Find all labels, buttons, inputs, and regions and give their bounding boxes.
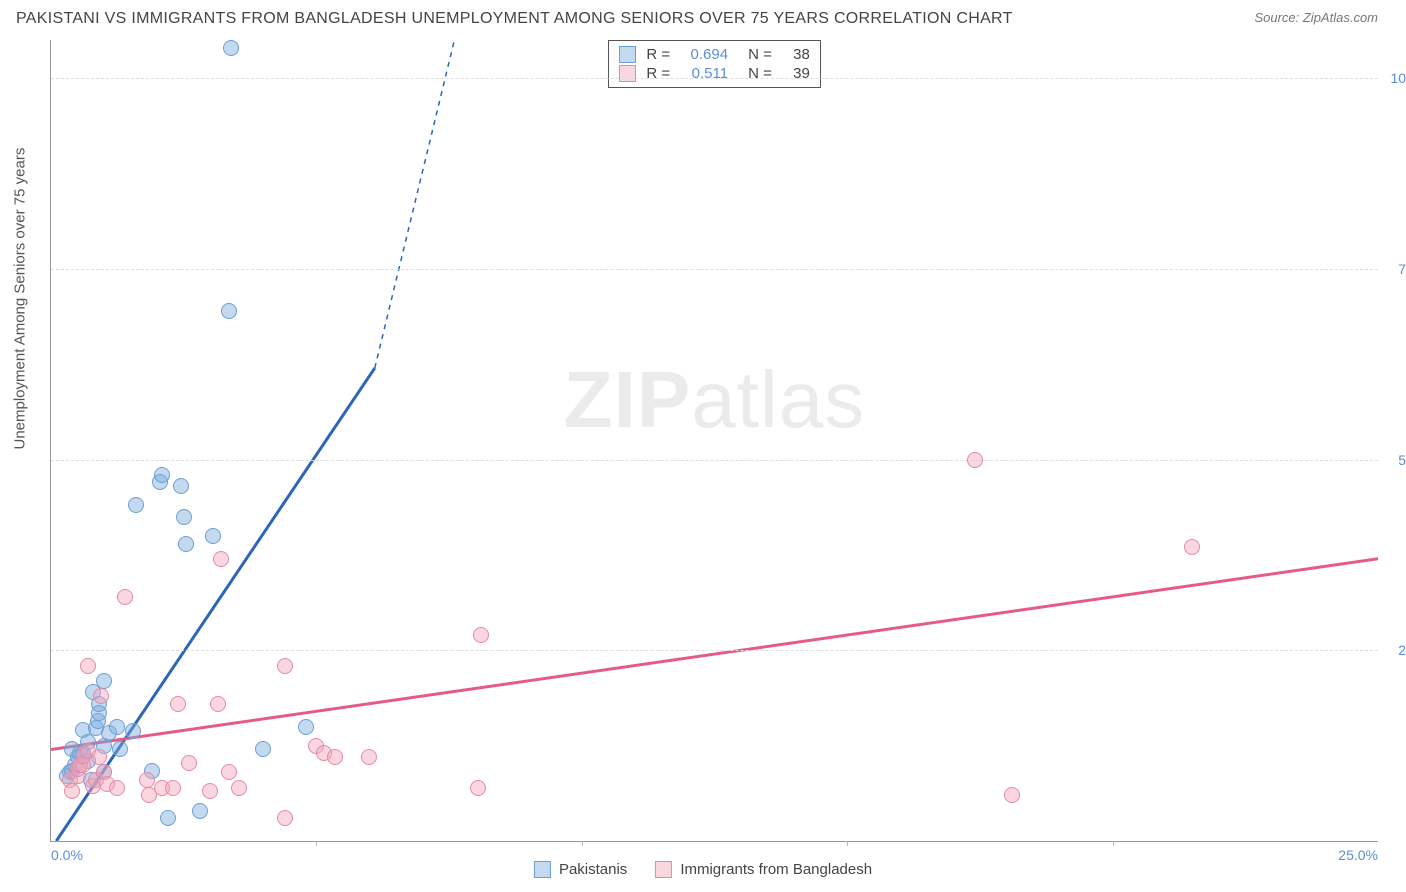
chart-container: Unemployment Among Seniors over 75 years…	[50, 40, 1378, 842]
data-point	[109, 780, 125, 796]
data-point	[470, 780, 486, 796]
data-point	[176, 509, 192, 525]
data-point	[361, 749, 377, 765]
x-tick-mark	[1113, 841, 1114, 846]
data-point	[213, 551, 229, 567]
watermark-zip: ZIP	[564, 355, 691, 444]
source-attribution: Source: ZipAtlas.com	[1254, 10, 1378, 25]
data-point	[192, 803, 208, 819]
trend-lines-svg	[51, 40, 1378, 841]
x-tick-mark	[582, 841, 583, 846]
plot-area: ZIPatlas R =0.694N =38R =0.511N =39 25.0…	[50, 40, 1378, 842]
stats-n-label: N =	[748, 65, 772, 82]
data-point	[139, 772, 155, 788]
data-point	[165, 780, 181, 796]
stats-r-value: 0.511	[680, 65, 728, 82]
data-point	[181, 755, 197, 771]
chart-header: PAKISTANI VS IMMIGRANTS FROM BANGLADESH …	[0, 0, 1406, 34]
data-point	[298, 719, 314, 735]
bottom-legend: Pakistanis Immigrants from Bangladesh	[534, 861, 872, 878]
legend-swatch-bangladesh	[655, 861, 672, 878]
y-tick-label: 50.0%	[1398, 452, 1406, 468]
watermark: ZIPatlas	[564, 354, 865, 446]
data-point	[473, 627, 489, 643]
stats-r-label: R =	[646, 65, 670, 82]
data-point	[210, 696, 226, 712]
stats-n-value: 38	[782, 46, 810, 63]
stats-swatch	[619, 65, 636, 82]
x-tick-label: 0.0%	[51, 847, 83, 863]
gridline-h	[51, 78, 1378, 79]
data-point	[125, 723, 141, 739]
data-point	[205, 528, 221, 544]
data-point	[1004, 787, 1020, 803]
data-point	[178, 536, 194, 552]
stats-r-value: 0.694	[680, 46, 728, 63]
data-point	[202, 783, 218, 799]
data-point	[154, 467, 170, 483]
stats-n-label: N =	[748, 46, 772, 63]
data-point	[91, 749, 107, 765]
data-point	[80, 658, 96, 674]
gridline-h	[51, 650, 1378, 651]
data-point	[277, 810, 293, 826]
stats-swatch	[619, 46, 636, 63]
data-point	[221, 764, 237, 780]
stats-r-label: R =	[646, 46, 670, 63]
data-point	[173, 478, 189, 494]
data-point	[117, 589, 133, 605]
data-point	[93, 688, 109, 704]
watermark-atlas: atlas	[691, 355, 865, 444]
data-point	[1184, 539, 1200, 555]
legend-item-pakistanis: Pakistanis	[534, 861, 627, 878]
legend-label-bangladesh: Immigrants from Bangladesh	[680, 861, 872, 878]
data-point	[967, 452, 983, 468]
chart-title: PAKISTANI VS IMMIGRANTS FROM BANGLADESH …	[16, 10, 1013, 28]
data-point	[255, 741, 271, 757]
data-point	[128, 497, 144, 513]
stats-legend-row: R = 0.511 N = 39	[619, 64, 810, 83]
x-tick-mark	[316, 841, 317, 846]
data-point	[277, 658, 293, 674]
data-point	[160, 810, 176, 826]
data-point	[231, 780, 247, 796]
gridline-h	[51, 460, 1378, 461]
stats-legend: R = 0.694 N = 38 R = 0.511 N = 39	[608, 40, 821, 88]
data-point	[109, 719, 125, 735]
data-point	[221, 303, 237, 319]
data-point	[327, 749, 343, 765]
data-point	[64, 783, 80, 799]
legend-swatch-pakistanis	[534, 861, 551, 878]
data-point	[223, 40, 239, 56]
x-tick-label: 25.0%	[1338, 847, 1378, 863]
data-point	[96, 673, 112, 689]
legend-label-pakistanis: Pakistanis	[559, 861, 627, 878]
legend-item-bangladesh: Immigrants from Bangladesh	[655, 861, 872, 878]
gridline-h	[51, 269, 1378, 270]
stats-n-value: 39	[782, 65, 810, 82]
data-point	[112, 741, 128, 757]
data-point	[170, 696, 186, 712]
y-axis-label: Unemployment Among Seniors over 75 years	[12, 148, 29, 450]
x-tick-mark	[847, 841, 848, 846]
y-tick-label: 100.0%	[1391, 70, 1406, 86]
y-tick-label: 75.0%	[1398, 261, 1406, 277]
stats-legend-row: R = 0.694 N = 38	[619, 45, 810, 64]
y-tick-label: 25.0%	[1398, 642, 1406, 658]
